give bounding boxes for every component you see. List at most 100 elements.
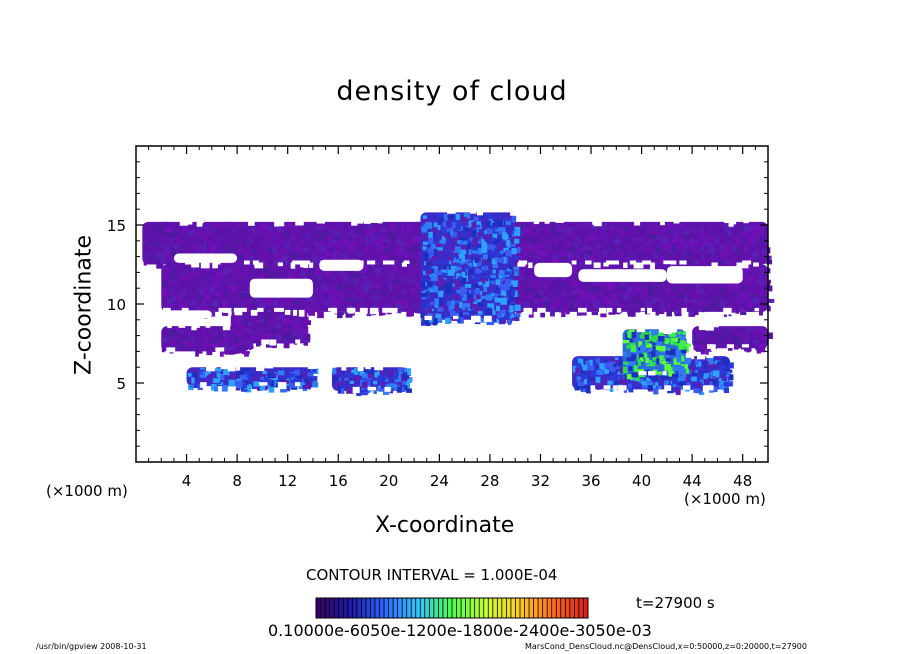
cloud-cell (651, 350, 656, 358)
cloud-cell (609, 361, 616, 367)
cloud-cell (439, 239, 447, 244)
cloud-cell (731, 236, 738, 241)
cloud-cell (230, 281, 235, 287)
cloud-cell (163, 297, 169, 302)
cloud-edge-gap (663, 260, 672, 265)
cloud-cell (680, 336, 686, 342)
cloud-cell (735, 308, 740, 314)
cloud-cell (681, 355, 685, 362)
cloud-cell (382, 235, 386, 242)
cloud-cell (758, 239, 763, 245)
cloud-cell (182, 347, 189, 352)
cloud-cell (359, 304, 365, 308)
cloud-cell (695, 282, 703, 289)
cloud-cell (672, 377, 679, 385)
cloud-cell (303, 333, 311, 341)
cloud-gap (142, 354, 174, 365)
cloud-cell (189, 237, 194, 242)
cloud-cell (166, 230, 171, 236)
cloud-cell (685, 368, 690, 374)
cloud-cell (220, 341, 225, 347)
cloud-cell (748, 248, 753, 252)
cloud-cell (284, 234, 290, 239)
cloud-cell (750, 276, 756, 282)
cloud-cell (691, 373, 699, 377)
cloud-cell (268, 386, 275, 393)
colorbar-frame (315, 597, 589, 619)
cloud-cell (691, 376, 697, 382)
cloud-cell (471, 222, 477, 229)
cloud-cell (767, 255, 772, 259)
cloud-cell (706, 378, 710, 383)
cloud-cell (194, 282, 199, 287)
cloud-edge-gap (274, 219, 279, 227)
cloud-cell (653, 284, 658, 291)
cloud-cell (458, 254, 465, 259)
cloud-cell (383, 246, 390, 252)
cloud-edge-gap (636, 262, 644, 269)
cloud-cell (696, 333, 703, 338)
cloud-cell (676, 242, 681, 247)
cloud-cell (549, 307, 556, 313)
cloud-cell (446, 300, 451, 306)
cloud-cell (676, 245, 684, 250)
cloud-cell (482, 269, 488, 274)
cloud-cell (208, 373, 213, 378)
cloud-cell (736, 338, 743, 345)
cloud-edge-gap (284, 309, 291, 315)
cloud-cell (343, 233, 347, 239)
cloud-cell (672, 373, 679, 378)
cloud-cell (570, 279, 578, 285)
cloud-cell (212, 332, 217, 338)
cloud-edge-gap (377, 219, 383, 224)
cloud-cell (637, 245, 642, 250)
cloud-cell (514, 226, 521, 232)
cloud-cell (718, 301, 726, 307)
cloud-cell (314, 259, 321, 264)
cloud-cell (189, 248, 193, 253)
cloud-cell (214, 229, 222, 237)
cloud-cell (171, 295, 177, 302)
cloud-cell (749, 336, 755, 341)
cloud-cell (509, 305, 514, 313)
cloud-cell (444, 235, 452, 239)
cloud-cell (664, 363, 671, 371)
cloud-edge-gap (741, 344, 750, 348)
cloud-cell (660, 257, 665, 265)
cloud-cell (207, 307, 214, 312)
cloud-edge-gap (685, 354, 695, 360)
cloud-cell (240, 248, 248, 253)
cloud-cell (161, 231, 165, 236)
cloud-cell (446, 266, 450, 271)
cloud-cell (404, 252, 409, 258)
cloud-cell (476, 221, 481, 225)
cloud-edge-gap (537, 307, 546, 313)
cloud-cell (560, 227, 566, 231)
cloud-cell (667, 223, 673, 230)
cloud-cell (272, 333, 277, 339)
cloud-cell (366, 283, 373, 289)
cloud-cell (328, 256, 333, 262)
cloud-cell (293, 267, 298, 275)
cloud-cell (191, 335, 195, 342)
cloud-gap (325, 346, 415, 365)
cloud-cell (752, 339, 760, 344)
cloud-cell (459, 249, 467, 255)
cloud-cell (270, 328, 277, 334)
cloud-cell (326, 290, 332, 296)
cloud-cell (623, 252, 629, 259)
cloud-cell (468, 220, 474, 227)
cloud-edge-gap (254, 262, 261, 267)
cloud-cell (393, 303, 400, 309)
cloud-cell (464, 284, 472, 288)
cloud-cell (652, 357, 658, 361)
cloud-cell (422, 241, 428, 245)
cloud-cell (302, 378, 306, 384)
cloud-cell (504, 271, 511, 275)
cloud-cell (361, 234, 367, 240)
cloud-cell (380, 222, 387, 228)
cloud-cell (533, 282, 540, 289)
cloud-cell (470, 303, 478, 309)
cloud-cell (284, 297, 289, 302)
cloud-cell (586, 221, 592, 228)
